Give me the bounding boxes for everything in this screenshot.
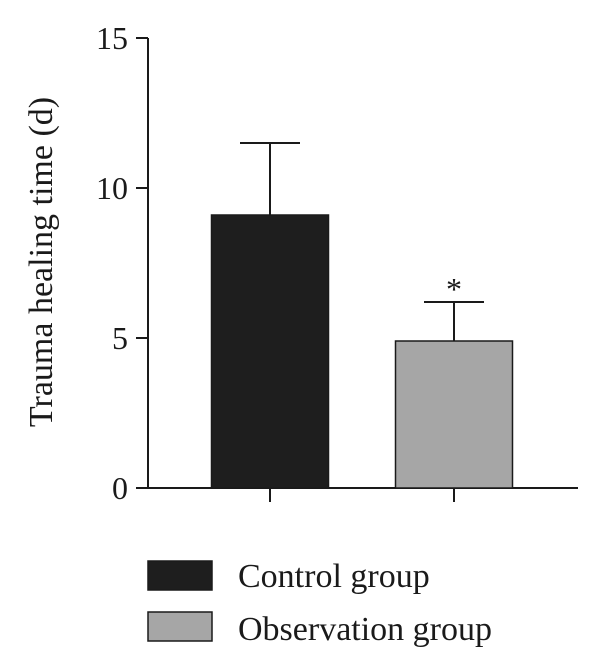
legend-item-observation: Observation group bbox=[147, 611, 492, 648]
legend: Control group Observation group bbox=[147, 558, 492, 648]
significance-marker-1: * bbox=[446, 271, 462, 307]
y-axis-title: Trauma healing time (d) bbox=[23, 97, 60, 427]
y-tick-label-2: 10 bbox=[96, 170, 128, 206]
y-tick-label-3: 15 bbox=[96, 20, 128, 56]
legend-label-control: Control group bbox=[238, 558, 430, 595]
legend-swatch-observation bbox=[147, 611, 213, 642]
bar-1 bbox=[394, 340, 514, 489]
y-tick-label-1: 5 bbox=[112, 320, 128, 356]
legend-swatch-control bbox=[147, 560, 213, 591]
legend-label-observation: Observation group bbox=[238, 611, 492, 648]
bar-0 bbox=[210, 214, 330, 489]
y-tick-label-0: 0 bbox=[112, 470, 128, 506]
legend-item-control: Control group bbox=[147, 558, 430, 595]
plot-area: 0 5 10 15 * bbox=[96, 20, 578, 506]
